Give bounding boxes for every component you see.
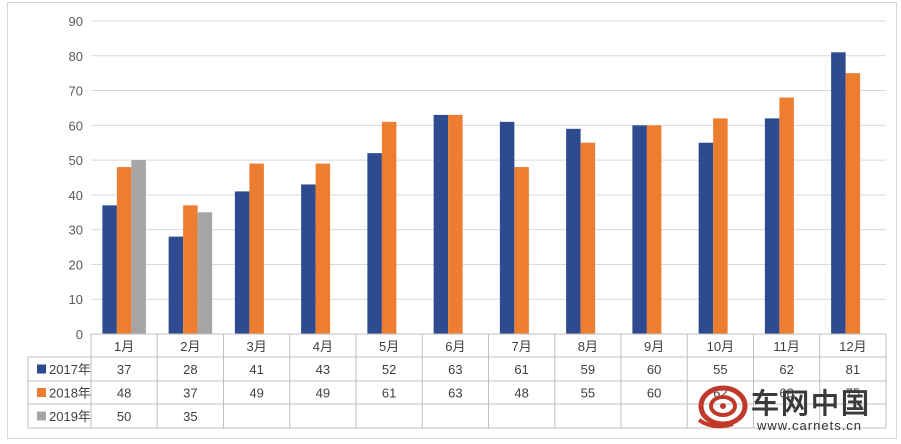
- bar: [698, 142, 714, 334]
- chart-frame: [7, 2, 897, 439]
- bar: [566, 128, 581, 334]
- x-tick-label: 10月: [707, 339, 734, 354]
- bar: [301, 184, 316, 334]
- x-tick-label: 2月: [180, 339, 200, 354]
- bar: [713, 118, 728, 334]
- bar: [315, 163, 331, 334]
- bar: [367, 153, 382, 334]
- bar: [168, 236, 184, 334]
- bar: [499, 121, 515, 334]
- table-value: 60: [647, 362, 661, 377]
- legend-key: [37, 388, 46, 397]
- table-value: 62: [779, 362, 793, 377]
- table-value: 37: [183, 386, 197, 401]
- bar: [234, 191, 250, 334]
- table-value: 41: [249, 362, 263, 377]
- table-value: 55: [581, 386, 595, 401]
- bar: [831, 52, 846, 335]
- table-value: 75: [846, 386, 860, 401]
- table-value: 59: [581, 362, 595, 377]
- table-value: 49: [249, 386, 263, 401]
- table-value: 43: [316, 362, 330, 377]
- bar: [197, 212, 213, 334]
- x-tick-label: 7月: [512, 339, 532, 354]
- y-tick-label: 80: [69, 49, 83, 64]
- bar: [779, 97, 794, 334]
- table-value: 55: [713, 362, 727, 377]
- y-tick-label: 70: [69, 84, 83, 99]
- table-value: 35: [183, 409, 197, 424]
- y-tick-label: 10: [69, 292, 83, 307]
- y-tick-label: 50: [69, 153, 83, 168]
- bar: [764, 118, 780, 334]
- watermark-title: 车网中国: [751, 387, 872, 420]
- x-tick-label: 6月: [445, 339, 465, 354]
- y-tick-label: 60: [69, 118, 83, 133]
- y-tick-label: 40: [69, 188, 83, 203]
- bar: [183, 205, 198, 334]
- y-tick-label: 0: [76, 327, 83, 342]
- bar: [632, 125, 647, 334]
- table-value: 63: [448, 386, 462, 401]
- x-tick-label: 9月: [644, 339, 664, 354]
- table-value: 68: [779, 386, 793, 401]
- watermark-url: www.carnets.cn: [757, 418, 863, 433]
- legend-key: [37, 364, 46, 374]
- x-tick-label: 11月: [773, 339, 800, 354]
- bar: [448, 114, 463, 335]
- table-value: 61: [514, 362, 528, 377]
- legend-label: 2018年: [49, 386, 91, 401]
- legend-key: [37, 411, 46, 421]
- bar: [433, 114, 449, 335]
- x-tick-label: 12月: [839, 339, 866, 354]
- table-value: 52: [382, 362, 396, 377]
- bar: [249, 163, 264, 334]
- legend-label: 2019年: [49, 409, 91, 424]
- x-tick-label: 4月: [313, 339, 333, 354]
- x-tick-label: 5月: [379, 339, 399, 354]
- bar: [381, 121, 397, 334]
- bar: [580, 142, 596, 334]
- y-tick-label: 20: [69, 257, 83, 272]
- table-value: 48: [117, 386, 131, 401]
- bar: [845, 73, 861, 335]
- bar: [646, 125, 662, 334]
- x-tick-label: 1月: [114, 339, 134, 354]
- table-value: 28: [183, 362, 197, 377]
- watermark: 车网中国 www.carnets.cn: [693, 380, 893, 440]
- table-value: 61: [382, 386, 396, 401]
- table-value: 60: [647, 386, 661, 401]
- y-tick-label: 30: [69, 223, 83, 238]
- x-tick-label: 3月: [247, 339, 267, 354]
- bar: [102, 205, 117, 334]
- table-value: 37: [117, 362, 131, 377]
- table-value: 81: [846, 362, 860, 377]
- x-tick-label: 8月: [578, 339, 598, 354]
- carnets-logo-icon: [697, 385, 748, 429]
- legend-label: 2017年: [49, 362, 91, 377]
- bar: [116, 167, 132, 334]
- bar: [514, 167, 529, 334]
- y-tick-label: 90: [69, 14, 83, 29]
- bar: [131, 160, 146, 334]
- table-value: 50: [117, 409, 131, 424]
- table-value: 48: [514, 386, 528, 401]
- table-value: 49: [316, 386, 330, 401]
- table-value: 63: [448, 362, 462, 377]
